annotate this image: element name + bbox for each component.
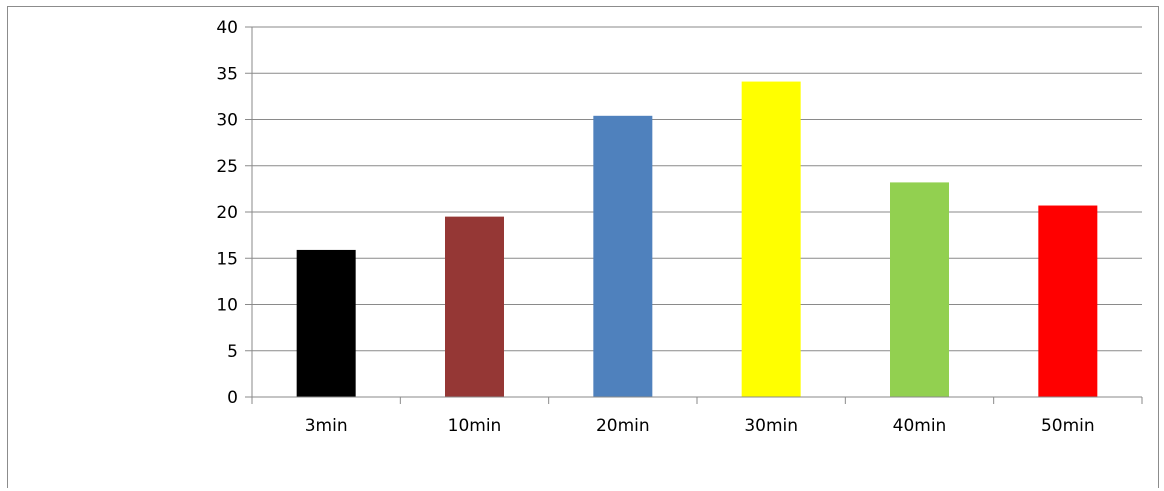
- bar-3min: [296, 249, 356, 397]
- bar-30min: [741, 81, 801, 397]
- y-tick-label: 0: [227, 388, 238, 408]
- y-tick-label: 40: [216, 18, 238, 38]
- x-tick-label: 20min: [596, 416, 650, 436]
- x-tick-label: 3min: [305, 416, 348, 436]
- bars: [296, 81, 1098, 398]
- y-tick-label: 35: [216, 64, 238, 84]
- x-tick-label: 40min: [893, 416, 947, 436]
- bar-50min: [1038, 205, 1098, 397]
- bar-10min: [445, 216, 504, 397]
- axes: [245, 26, 1143, 404]
- y-tick-label: 10: [216, 296, 238, 316]
- x-tick-label: 50min: [1041, 416, 1095, 436]
- chart-frame: [7, 6, 1159, 488]
- y-tick-label: 20: [216, 203, 238, 223]
- y-tick-label: 30: [216, 111, 238, 131]
- gridlines: [252, 26, 1142, 352]
- y-tick-label: 5: [227, 342, 238, 362]
- bar-40min: [890, 182, 949, 397]
- x-tick-label: 10min: [448, 416, 502, 436]
- y-tick-label: 25: [216, 157, 238, 177]
- y-tick-label: 15: [216, 249, 238, 269]
- bar-20min: [593, 115, 653, 398]
- tick-labels: 0 5 10 15 20 25 30 35 40 3min 10min 20min 30min 40min…: [216, 18, 1094, 436]
- x-tick-label: 30min: [744, 416, 798, 436]
